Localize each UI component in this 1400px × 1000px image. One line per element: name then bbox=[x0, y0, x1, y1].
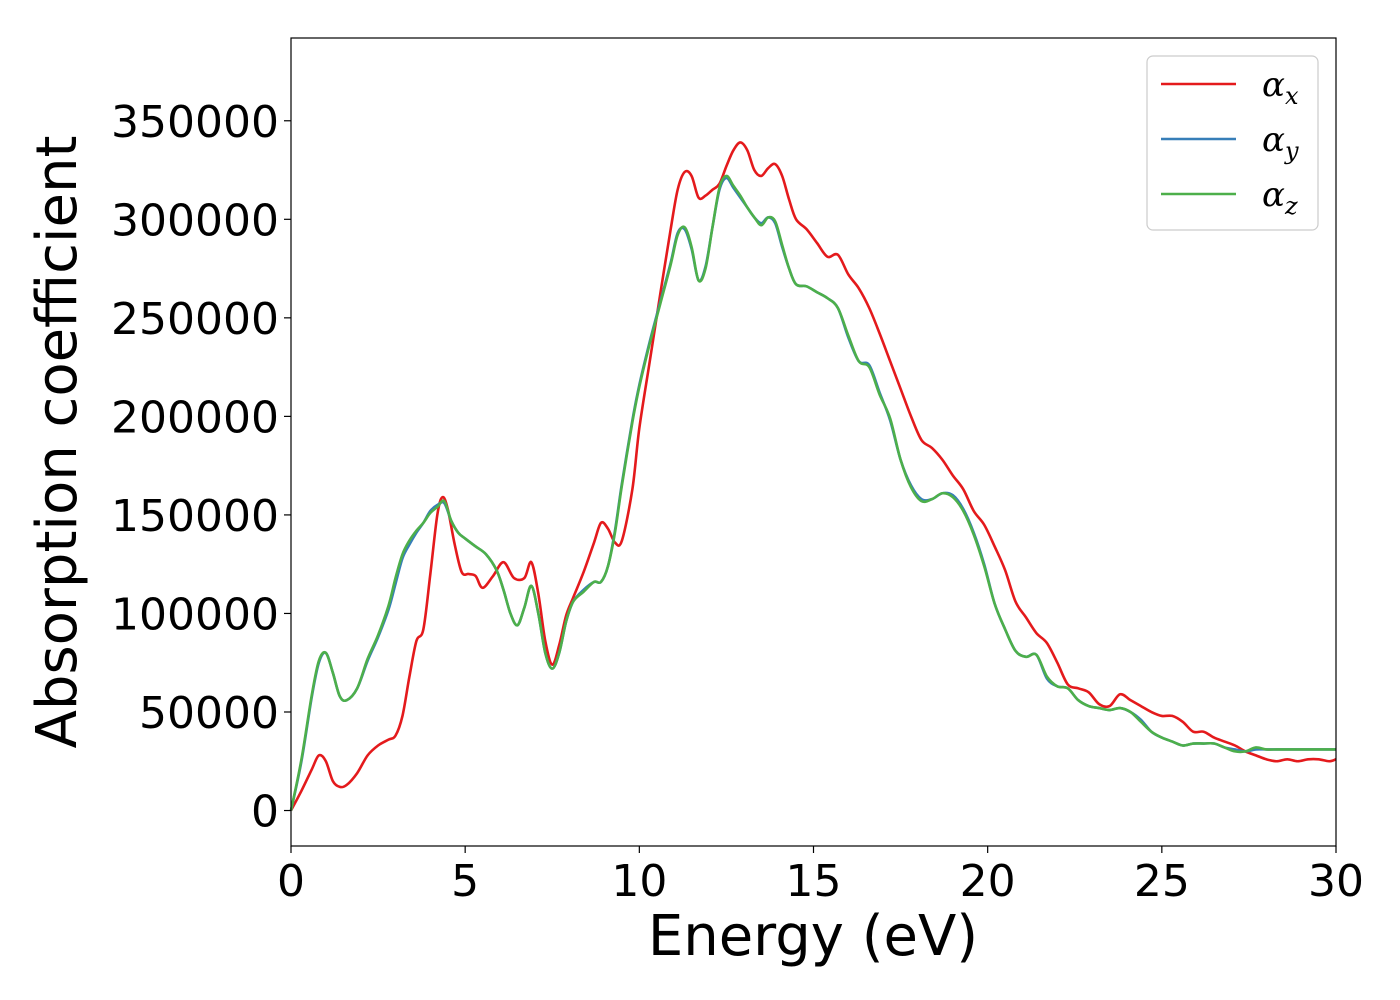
legend-label-alpha-y: αy bbox=[1262, 120, 1299, 165]
x-tick-label: 10 bbox=[611, 856, 667, 907]
y-tick-label: 300000 bbox=[111, 195, 279, 246]
y-tick-label: 250000 bbox=[111, 294, 279, 345]
legend-frame bbox=[1146, 55, 1319, 231]
x-tick-label: 25 bbox=[1134, 856, 1190, 907]
y-tick-label: 0 bbox=[251, 787, 279, 838]
series-line-alpha-z bbox=[289, 174, 1336, 811]
series-layer bbox=[289, 141, 1337, 812]
x-tick-label: 5 bbox=[451, 856, 479, 907]
x-axis: 0 5 10 15 20 25 30 bbox=[277, 846, 1364, 907]
x-tick-label: 20 bbox=[960, 856, 1016, 907]
y-tick-label: 150000 bbox=[111, 491, 279, 542]
y-tick-label: 350000 bbox=[111, 97, 279, 148]
y-tick-label: 200000 bbox=[111, 392, 279, 443]
y-tick-label: 50000 bbox=[139, 688, 279, 739]
x-tick-label: 15 bbox=[786, 856, 842, 907]
y-tick-label: 100000 bbox=[111, 589, 279, 640]
y-axis: 0 50000 100000 150000 200000 250000 300000 3500… bbox=[111, 97, 291, 838]
x-axis-label: Energy (eV) bbox=[648, 904, 978, 969]
x-tick-label: 30 bbox=[1308, 856, 1364, 907]
x-tick-label: 0 bbox=[277, 856, 305, 907]
y-axis-label: Absorption coefficient bbox=[25, 136, 90, 749]
